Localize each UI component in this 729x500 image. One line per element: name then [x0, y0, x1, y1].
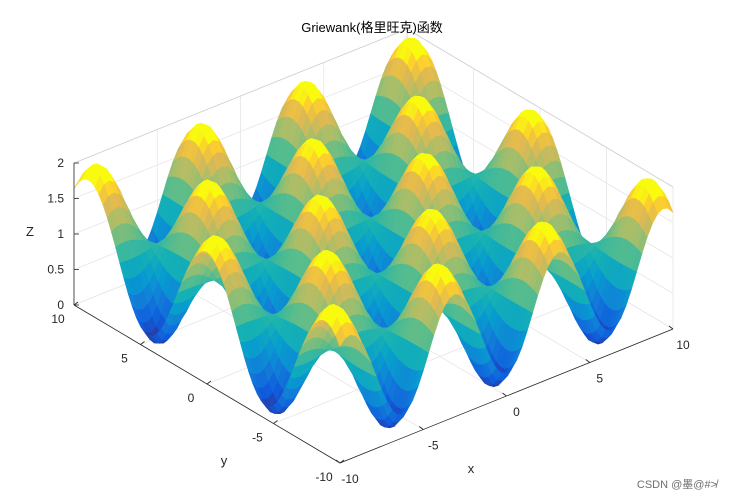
watermark: CSDN @墨@#≯	[636, 479, 717, 491]
z-tick-label: 2	[57, 156, 64, 170]
y-tick-label: 10	[51, 312, 65, 326]
x-tick-mark	[502, 392, 507, 397]
x-axis-label: x	[468, 461, 475, 476]
y-axis-label: y	[221, 453, 228, 468]
y-tick-label: -5	[252, 431, 263, 445]
y-tick-label: -10	[315, 470, 333, 484]
x-tick-label: 5	[596, 372, 603, 386]
y-tick-label: 0	[188, 391, 195, 405]
x-tick-mark	[419, 426, 424, 430]
z-tick-label: 0.5	[47, 263, 64, 277]
x-tick-mark	[585, 359, 590, 363]
x-tick-label: 0	[513, 405, 520, 419]
box-edge	[73, 28, 408, 164]
chart-title: Griewank(格里旺克)函数	[301, 20, 443, 35]
z-tick-label: 0	[57, 298, 64, 312]
wall-grid-line	[73, 64, 408, 199]
x-tick-mark	[668, 325, 674, 330]
surface	[73, 37, 674, 429]
x-tick-label: -5	[428, 439, 439, 453]
box-edge	[406, 28, 674, 188]
z-axis-label: Z	[26, 224, 34, 239]
z-tick-label: 1.5	[47, 192, 64, 206]
x-tick-label: -10	[341, 472, 359, 486]
z-tick-label: 1	[57, 227, 64, 241]
y-tick-label: 5	[121, 352, 128, 366]
x-tick-mark	[335, 459, 341, 464]
x-tick-label: 10	[676, 338, 690, 352]
